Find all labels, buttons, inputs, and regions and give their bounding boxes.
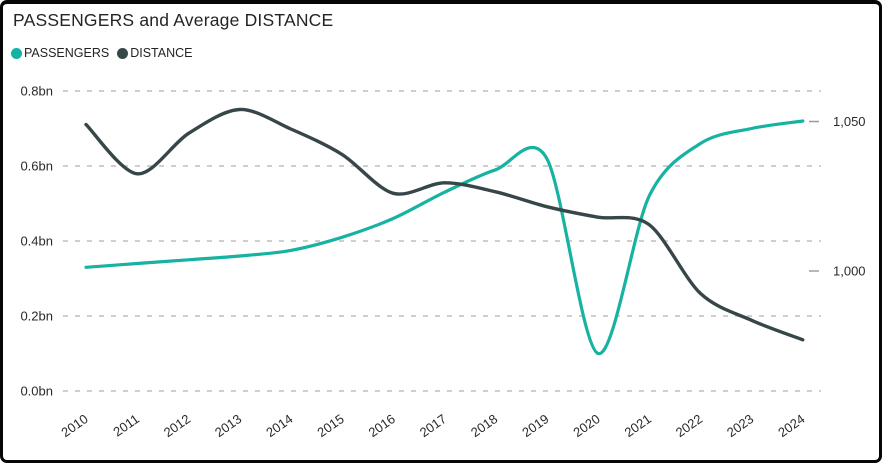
x-axis-tick-label: 2024 <box>775 411 807 440</box>
right-axis-tick-label: 1,050 <box>833 114 866 129</box>
x-axis-tick-label: 2019 <box>519 411 551 440</box>
x-axis-tick-label: 2017 <box>417 411 449 440</box>
x-axis-tick-label: 2016 <box>366 411 398 440</box>
legend-item-passengers[interactable]: PASSENGERS <box>11 46 109 60</box>
x-axis-tick-label: 2013 <box>212 411 244 440</box>
line-chart-plot-area: 0.0bn 0.2bn 0.4bn 0.6bn 0.8bn 1,000 1,050 2010 2… <box>20 84 866 441</box>
left-axis-tick-label: 0.2bn <box>20 309 53 324</box>
distance-series-dot-icon <box>117 47 129 59</box>
passengers-series-dot-icon <box>11 47 22 59</box>
x-axis-tick-label: 2023 <box>724 411 756 440</box>
chart-title: PASSENGERS and Average DISTANCE <box>13 10 334 30</box>
x-axis-tick-label: 2010 <box>58 411 90 440</box>
left-axis-tick-label: 0.8bn <box>20 84 53 99</box>
x-axis-tick-label: 2014 <box>263 411 295 440</box>
legend: PASSENGERS DISTANCE <box>11 46 193 60</box>
x-axis-tick-label: 2011 <box>110 411 142 439</box>
x-axis-tick-label: 2020 <box>570 411 602 440</box>
distance-line[interactable] <box>84 107 805 342</box>
x-axis-tick-label: 2021 <box>622 411 654 440</box>
legend-item-label: PASSENGERS <box>24 46 110 60</box>
left-axis-tick-label: 0.4bn <box>20 234 53 249</box>
legend-item-label: DISTANCE <box>130 46 193 60</box>
x-axis-tick-label: 2018 <box>468 411 500 440</box>
x-axis-tick-label: 2022 <box>673 411 705 440</box>
passengers-line[interactable] <box>84 119 805 356</box>
right-axis-tick-label: 1,000 <box>833 264 866 279</box>
left-axis-tick-label: 0.6bn <box>20 159 53 174</box>
x-axis-tick-label: 2012 <box>161 411 193 440</box>
legend-item-distance[interactable]: DISTANCE <box>117 46 193 60</box>
left-axis-tick-label: 0.0bn <box>20 384 53 399</box>
x-axis-tick-label: 2015 <box>314 411 346 440</box>
